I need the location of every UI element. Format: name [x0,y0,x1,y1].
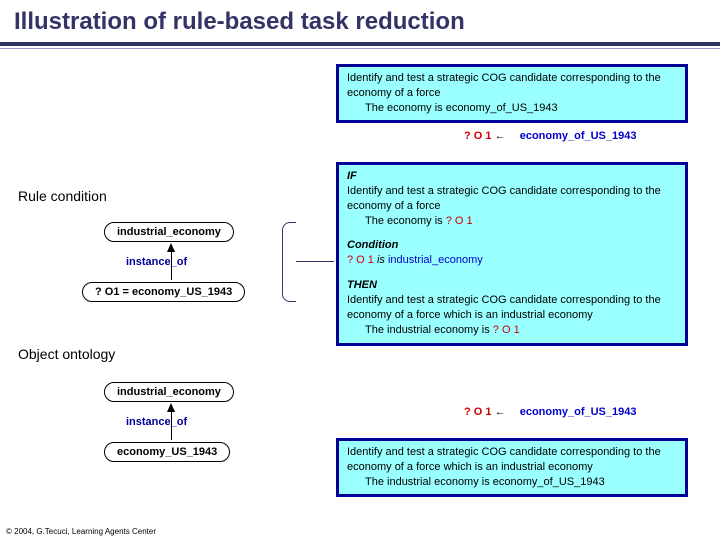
bracket-rule [282,222,296,302]
pill-binding: ? O1 = economy_US_1943 [82,282,245,302]
arrow-up-2 [167,403,175,412]
pill-industrial-1: industrial_economy [104,222,234,242]
binding1-var: ? O 1 [464,130,492,142]
pill-economy-us: economy_US_1943 [104,442,230,462]
rule-box: IF Identify and test a strategic COG can… [336,162,688,346]
rule-cond-line: ? O 1 is industrial_economy [347,254,483,266]
binding2-var: ? O 1 [464,406,492,418]
rule-if-section: IF Identify and test a strategic COG can… [339,165,685,234]
rule-condition-label: Rule condition [18,188,107,204]
bottom-task-line2: The industrial economy is economy_of_US_… [347,475,677,490]
bottom-task-box: Identify and test a strategic COG candid… [336,438,688,497]
rule-then-line2: The industrial economy is ? O 1 [347,323,677,338]
binding1-arrow: ← [495,130,506,142]
object-ontology-label: Object ontology [18,346,115,362]
pill-industrial-2: industrial_economy [104,382,234,402]
binding-1: ? O 1 ← economy_of_US_1943 [464,130,636,142]
rule-then-line1: Identify and test a strategic COG candid… [347,294,661,321]
binding1-val: economy_of_US_1943 [520,130,637,142]
rule-then-section: THEN Identify and test a strategic COG c… [339,274,685,343]
bracket-rule-stem [296,261,334,262]
binding2-val: economy_of_US_1943 [520,406,637,418]
slide-title: Illustration of rule-based task reductio… [0,0,720,42]
binding-2: ? O 1 ← economy_of_US_1943 [464,406,636,418]
instance-of-1: instance_of [126,256,187,268]
arrow-up-1 [167,243,175,252]
rule-then-line2a: The industrial economy is [365,324,493,336]
rule-cond-c: industrial_economy [388,254,483,266]
rule-then-line2b: ? O 1 [493,324,520,336]
rule-if-line2: The economy is ? O 1 [347,214,677,229]
bottom-task-line1: Identify and test a strategic COG candid… [347,446,661,473]
instance-of-2: instance_of [126,416,187,428]
title-rule [0,42,720,46]
title-rule-thin [0,48,720,49]
rule-cond-kw: Condition [347,239,398,251]
binding2-arrow: ← [495,406,506,418]
rule-if-line1: Identify and test a strategic COG candid… [347,185,661,212]
top-task-line1: Identify and test a strategic COG candid… [347,72,661,99]
rule-if-line2b: ? O 1 [446,215,473,227]
rule-if-line2a: The economy is [365,215,446,227]
rule-cond-a: ? O 1 [347,254,374,266]
top-task-line2: The economy is economy_of_US_1943 [347,101,677,116]
top-task-box: Identify and test a strategic COG candid… [336,64,688,123]
rule-cond-section: Condition ? O 1 is industrial_economy [339,234,685,274]
rule-cond-b: is [374,254,388,266]
rule-if-kw: IF [347,170,357,182]
rule-then-kw: THEN [347,279,377,291]
footer-copyright: © 2004, G.Tecuci, Learning Agents Center [6,527,156,536]
